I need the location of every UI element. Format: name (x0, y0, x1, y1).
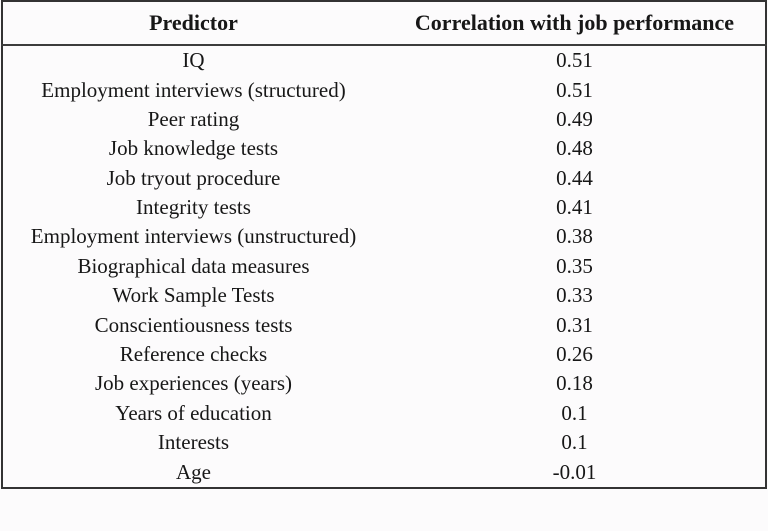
correlation-cell: 0.48 (556, 136, 593, 161)
table-row: Biographical data measures 0.35 (2, 252, 766, 281)
correlation-cell: 0.31 (556, 312, 593, 337)
table-row: Interests 0.1 (2, 428, 766, 457)
correlation-cell: 0.38 (556, 224, 593, 249)
predictor-cell: Age (176, 459, 211, 484)
correlation-cell: 0.44 (556, 165, 593, 190)
table-row: Years of education 0.1 (2, 399, 766, 428)
correlation-cell: 0.51 (556, 48, 593, 73)
predictor-cell: IQ (182, 48, 205, 73)
predictor-cell: Work Sample Tests (112, 283, 275, 308)
predictor-cell: Biographical data measures (77, 253, 310, 278)
correlation-cell: 0.1 (561, 400, 588, 425)
table-row: Job knowledge tests 0.48 (2, 134, 766, 163)
predictor-cell: Years of education (115, 400, 272, 425)
predictor-correlation-table: Predictor Correlation with job performan… (1, 0, 767, 489)
predictor-cell: Reference checks (119, 342, 268, 367)
predictor-cell: Job experiences (years) (94, 371, 293, 396)
table-row: Reference checks 0.26 (2, 340, 766, 369)
predictor-cell: Employment interviews (structured) (41, 77, 346, 102)
table-row: IQ 0.51 (2, 45, 766, 75)
table-header: Predictor Correlation with job performan… (2, 1, 766, 46)
predictor-cell: Job knowledge tests (108, 136, 279, 161)
table-row: Integrity tests 0.41 (2, 193, 766, 222)
column-header-predictor: Predictor (2, 1, 384, 46)
column-header-correlation: Correlation with job performance (384, 1, 766, 46)
correlation-cell: 0.49 (556, 106, 593, 131)
correlation-cell: 0.35 (556, 253, 593, 278)
correlation-cell: 0.41 (556, 195, 593, 220)
table-row: Work Sample Tests 0.33 (2, 281, 766, 310)
table-row: Conscientiousness tests 0.31 (2, 311, 766, 340)
predictor-cell: Employment interviews (unstructured) (30, 224, 357, 249)
correlation-cell: 0.33 (556, 283, 593, 308)
header-row: Predictor Correlation with job performan… (2, 1, 766, 46)
table-row: Job experiences (years) 0.18 (2, 369, 766, 398)
predictor-cell: Peer rating (147, 106, 240, 131)
predictor-cell: Job tryout procedure (106, 165, 281, 190)
correlation-cell: 0.51 (556, 77, 593, 102)
table-row: Employment interviews (structured) 0.51 (2, 75, 766, 104)
table-row: Peer rating 0.49 (2, 105, 766, 134)
correlation-cell: -0.01 (552, 459, 597, 484)
table-row: Job tryout procedure 0.44 (2, 164, 766, 193)
correlation-cell: 0.26 (556, 342, 593, 367)
table-body: IQ 0.51 Employment interviews (structure… (2, 45, 766, 488)
table-row: Employment interviews (unstructured) 0.3… (2, 222, 766, 251)
table-row: Age -0.01 (2, 457, 766, 487)
correlation-cell: 0.1 (561, 430, 588, 455)
predictor-cell: Conscientiousness tests (94, 312, 293, 337)
predictor-cell: Interests (157, 430, 230, 455)
correlation-cell: 0.18 (556, 371, 593, 396)
predictor-cell: Integrity tests (136, 195, 251, 220)
